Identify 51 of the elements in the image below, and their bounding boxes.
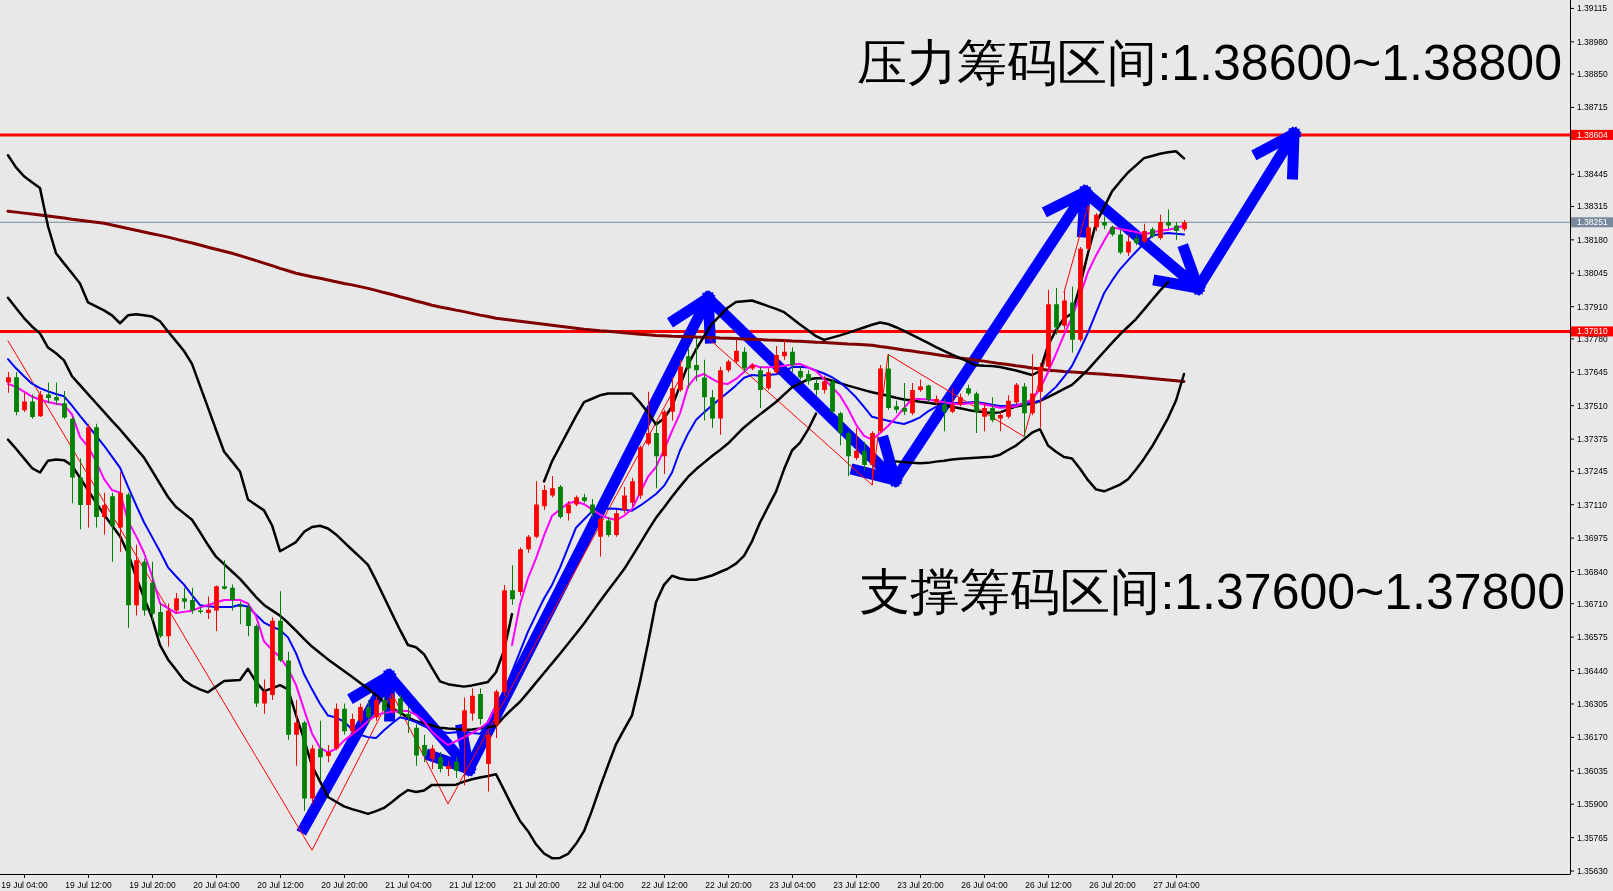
y-tick-label: 1.39115 bbox=[1577, 3, 1608, 14]
x-tick-label: 22 Jul 12:00 bbox=[641, 880, 688, 890]
x-tick-label: 26 Jul 12:00 bbox=[1025, 880, 1072, 890]
y-tick-label: 1.37645 bbox=[1577, 367, 1608, 378]
y-tick-label: 1.35630 bbox=[1577, 866, 1608, 877]
ref-label: 1.37810 bbox=[1571, 326, 1613, 337]
y-tick-label: 1.37375 bbox=[1577, 434, 1608, 445]
y-tick-label: 1.38980 bbox=[1577, 36, 1608, 47]
y-tick-label: 1.36170 bbox=[1577, 732, 1608, 743]
y-tick-label: 1.38045 bbox=[1577, 268, 1608, 279]
annotation: 压力筹码区间:1.38600~1.38800 bbox=[857, 35, 1562, 91]
x-tick-label: 27 Jul 04:00 bbox=[1153, 880, 1200, 890]
y-tick-label: 1.36035 bbox=[1577, 765, 1608, 776]
y-tick-label: 1.36840 bbox=[1577, 566, 1608, 577]
x-tick-label: 26 Jul 20:00 bbox=[1089, 880, 1136, 890]
x-tick-label: 21 Jul 04:00 bbox=[385, 880, 432, 890]
x-tick-label: 23 Jul 12:00 bbox=[833, 880, 880, 890]
x-tick-label: 23 Jul 20:00 bbox=[897, 880, 944, 890]
x-tick-label: 19 Jul 04:00 bbox=[1, 880, 48, 890]
x-tick-label: 22 Jul 20:00 bbox=[705, 880, 752, 890]
y-tick-label: 1.38445 bbox=[1577, 169, 1608, 180]
y-tick-label: 1.36440 bbox=[1577, 665, 1608, 676]
y-tick-label: 1.35900 bbox=[1577, 799, 1608, 810]
x-tick-label: 23 Jul 04:00 bbox=[769, 880, 816, 890]
x-tick-label: 26 Jul 04:00 bbox=[961, 880, 1008, 890]
x-tick-label: 22 Jul 04:00 bbox=[577, 880, 624, 890]
ref-label: 1.38251 bbox=[1571, 217, 1613, 228]
y-tick-label: 1.37110 bbox=[1577, 499, 1608, 510]
ref-line-label: 1.38604 bbox=[1577, 129, 1608, 140]
y-tick-label: 1.37245 bbox=[1577, 466, 1608, 477]
y-tick-label: 1.37910 bbox=[1577, 301, 1608, 312]
x-tick-label: 21 Jul 12:00 bbox=[449, 880, 496, 890]
x-tick-label: 20 Jul 20:00 bbox=[321, 880, 368, 890]
y-tick-label: 1.36710 bbox=[1577, 598, 1608, 609]
y-tick-label: 1.37510 bbox=[1577, 400, 1608, 411]
x-tick-label: 20 Jul 12:00 bbox=[257, 880, 304, 890]
x-tick-label: 19 Jul 20:00 bbox=[129, 880, 176, 890]
y-tick-label: 1.38315 bbox=[1577, 201, 1608, 212]
x-tick-label: 20 Jul 04:00 bbox=[193, 880, 240, 890]
y-tick-label: 1.38850 bbox=[1577, 69, 1608, 79]
y-tick-label: 1.35765 bbox=[1577, 832, 1608, 843]
y-tick-label: 1.38180 bbox=[1577, 234, 1608, 245]
y-tick-label: 1.36975 bbox=[1577, 533, 1608, 544]
ref-label: 1.38604 bbox=[1571, 129, 1613, 140]
annotation: 支撑筹码区间:1.37600~1.37800 bbox=[860, 564, 1565, 620]
y-tick-label: 1.36575 bbox=[1577, 632, 1608, 643]
x-tick-label: 19 Jul 12:00 bbox=[65, 880, 112, 890]
y-tick-label: 1.38715 bbox=[1577, 102, 1608, 113]
ref-line-label: 1.38251 bbox=[1577, 217, 1608, 228]
x-tick-label: 21 Jul 20:00 bbox=[513, 880, 560, 890]
y-tick-label: 1.36305 bbox=[1577, 698, 1608, 709]
